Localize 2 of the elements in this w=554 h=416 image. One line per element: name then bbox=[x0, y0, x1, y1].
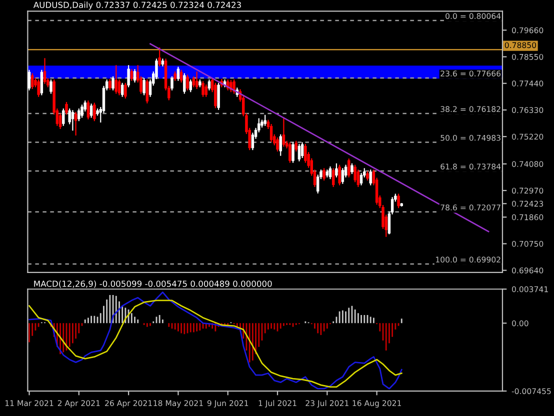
chart-title: MACD(12,26,9) -0.005099 -0.005475 0.000489 0.000000 bbox=[34, 280, 272, 288]
chart-title: AUDUSD,Daily 0.72337 0.72425 0.72324 0.72423 bbox=[33, 2, 241, 10]
